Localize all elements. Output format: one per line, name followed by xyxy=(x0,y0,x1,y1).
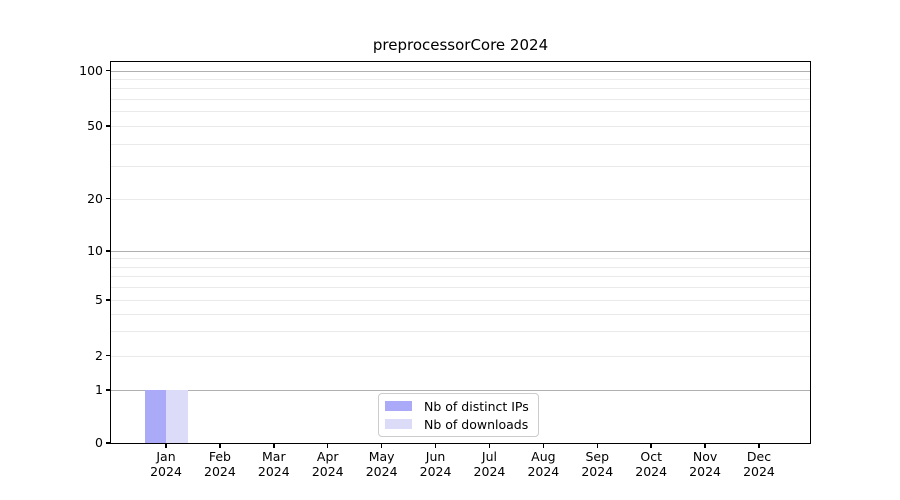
x-tick-label: Jul 2024 xyxy=(461,449,517,479)
x-tick-month: Oct xyxy=(640,449,662,464)
y-tick-label: 0 xyxy=(95,435,103,450)
y-tick-label: 50 xyxy=(87,118,103,133)
y-tick-mark xyxy=(106,354,110,357)
legend-swatch-distinct-ips-icon xyxy=(385,401,412,411)
x-tick-month: Apr xyxy=(316,449,339,464)
minor-gridline xyxy=(111,258,810,260)
y-tick-mark xyxy=(106,250,110,252)
minor-gridline xyxy=(111,355,810,357)
x-tick-year: 2024 xyxy=(365,464,398,479)
minor-gridline xyxy=(111,166,810,168)
x-tick-mark xyxy=(488,443,491,448)
x-tick-mark xyxy=(704,443,706,448)
minor-gridline xyxy=(111,330,810,332)
x-tick-year: 2024 xyxy=(689,464,721,479)
x-tick-mark xyxy=(380,443,383,448)
x-tick-mark xyxy=(273,443,275,448)
y-tick-label: 10 xyxy=(87,243,103,258)
minor-gridline xyxy=(111,287,810,289)
y-tick-mark xyxy=(106,125,110,127)
minor-gridline xyxy=(111,266,810,268)
x-tick-mark xyxy=(596,443,598,448)
x-tick-mark xyxy=(219,443,221,448)
x-tick-mark xyxy=(434,443,437,448)
bar-distinct-ips xyxy=(144,390,166,443)
x-tick-mark xyxy=(327,443,329,448)
y-tick-label: 1 xyxy=(95,382,103,397)
y-tick-label: 100 xyxy=(79,62,103,78)
minor-gridline xyxy=(111,276,810,278)
x-tick-mark xyxy=(758,443,760,448)
x-tick-year: 2024 xyxy=(635,464,668,479)
x-tick-mark xyxy=(165,443,167,448)
x-tick-label: Oct 2024 xyxy=(623,449,679,479)
x-tick-year: 2024 xyxy=(311,464,344,479)
minor-gridline xyxy=(111,300,810,301)
x-tick-month: Jun xyxy=(425,449,446,464)
x-tick-month: May xyxy=(368,449,395,464)
x-tick-label: Mar 2024 xyxy=(246,449,302,479)
x-tick-label: Feb 2024 xyxy=(192,449,248,479)
chart-title: preprocessorCore 2024 xyxy=(372,36,549,54)
x-tick-mark xyxy=(650,443,652,448)
minor-gridline xyxy=(111,88,810,90)
x-tick-year: 2024 xyxy=(150,464,182,479)
x-tick-label: Apr 2024 xyxy=(300,449,356,479)
x-tick-label: Dec 2024 xyxy=(731,449,787,479)
legend-label-distinct-ips: Nb of distinct IPs xyxy=(424,398,529,414)
legend-item-downloads: Nb of downloads xyxy=(385,416,529,432)
legend-label-downloads: Nb of downloads xyxy=(424,416,529,432)
y-tick-mark xyxy=(106,197,110,200)
y-tick-label: 20 xyxy=(87,190,103,206)
minor-gridline xyxy=(111,78,810,80)
bar-downloads xyxy=(166,390,188,443)
y-tick-label: 2 xyxy=(95,347,103,363)
x-tick-year: 2024 xyxy=(257,464,290,479)
x-tick-month: Dec xyxy=(746,449,772,464)
minor-gridline xyxy=(111,126,810,127)
x-tick-label: Sep 2024 xyxy=(569,449,625,479)
plot-area xyxy=(110,61,811,444)
x-tick-month: Jan xyxy=(156,449,176,464)
y-tick-label: 5 xyxy=(95,292,103,307)
y-tick-mark xyxy=(106,299,110,301)
x-tick-year: 2024 xyxy=(743,464,775,479)
x-tick-year: 2024 xyxy=(473,464,506,479)
y-tick-mark xyxy=(106,69,110,72)
x-tick-month: Aug xyxy=(531,449,556,464)
x-tick-year: 2024 xyxy=(527,464,560,479)
x-tick-month: Feb xyxy=(208,449,231,464)
legend-item-distinct-ips: Nb of distinct IPs xyxy=(385,398,529,414)
legend-swatch-downloads-icon xyxy=(385,419,412,429)
y-tick-mark xyxy=(106,442,110,444)
major-gridline xyxy=(111,70,810,72)
legend: Nb of distinct IPs Nb of downloads xyxy=(378,393,539,437)
minor-gridline xyxy=(111,198,810,200)
x-tick-month: Nov xyxy=(692,449,718,464)
x-tick-label: Aug 2024 xyxy=(515,449,571,479)
x-tick-year: 2024 xyxy=(581,464,614,479)
minor-gridline xyxy=(111,313,810,315)
x-tick-label: Nov 2024 xyxy=(677,449,733,479)
x-tick-month: Jul xyxy=(481,449,497,464)
x-tick-label: Jan 2024 xyxy=(138,449,194,479)
x-tick-year: 2024 xyxy=(419,464,452,479)
minor-gridline xyxy=(111,111,810,113)
x-tick-year: 2024 xyxy=(204,464,236,479)
minor-gridline xyxy=(111,99,810,101)
y-tick-mark xyxy=(106,389,110,391)
x-tick-month: Sep xyxy=(585,449,610,464)
x-tick-month: Mar xyxy=(262,449,286,464)
x-tick-label: Jun 2024 xyxy=(408,449,464,479)
major-gridline xyxy=(111,390,810,391)
x-tick-label: May 2024 xyxy=(354,449,410,479)
x-tick-mark xyxy=(542,443,545,448)
major-gridline xyxy=(111,251,810,252)
minor-gridline xyxy=(111,143,810,145)
